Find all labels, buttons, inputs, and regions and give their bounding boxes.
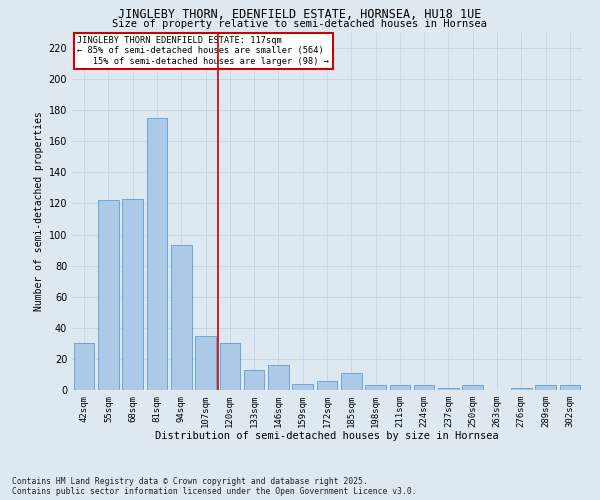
Bar bbox=[341, 373, 362, 390]
Bar bbox=[292, 384, 313, 390]
Bar bbox=[122, 199, 143, 390]
Bar bbox=[511, 388, 532, 390]
Text: Contains HM Land Registry data © Crown copyright and database right 2025.
Contai: Contains HM Land Registry data © Crown c… bbox=[12, 476, 416, 496]
Bar bbox=[244, 370, 265, 390]
Y-axis label: Number of semi-detached properties: Number of semi-detached properties bbox=[34, 112, 44, 311]
Bar bbox=[220, 344, 240, 390]
Bar bbox=[365, 386, 386, 390]
Text: Size of property relative to semi-detached houses in Hornsea: Size of property relative to semi-detach… bbox=[113, 19, 487, 29]
Bar bbox=[195, 336, 216, 390]
Text: JINGLEBY THORN, EDENFIELD ESTATE, HORNSEA, HU18 1UE: JINGLEBY THORN, EDENFIELD ESTATE, HORNSE… bbox=[118, 8, 482, 20]
Bar bbox=[146, 118, 167, 390]
Bar bbox=[268, 365, 289, 390]
Text: JINGLEBY THORN EDENFIELD ESTATE: 117sqm
← 85% of semi-detached houses are smalle: JINGLEBY THORN EDENFIELD ESTATE: 117sqm … bbox=[77, 36, 329, 66]
Bar bbox=[389, 386, 410, 390]
Bar bbox=[560, 386, 580, 390]
Bar bbox=[414, 386, 434, 390]
Bar bbox=[74, 344, 94, 390]
Bar bbox=[317, 380, 337, 390]
Bar bbox=[171, 246, 191, 390]
Bar bbox=[463, 386, 483, 390]
Bar bbox=[535, 386, 556, 390]
Bar bbox=[98, 200, 119, 390]
Bar bbox=[438, 388, 459, 390]
X-axis label: Distribution of semi-detached houses by size in Hornsea: Distribution of semi-detached houses by … bbox=[155, 432, 499, 442]
